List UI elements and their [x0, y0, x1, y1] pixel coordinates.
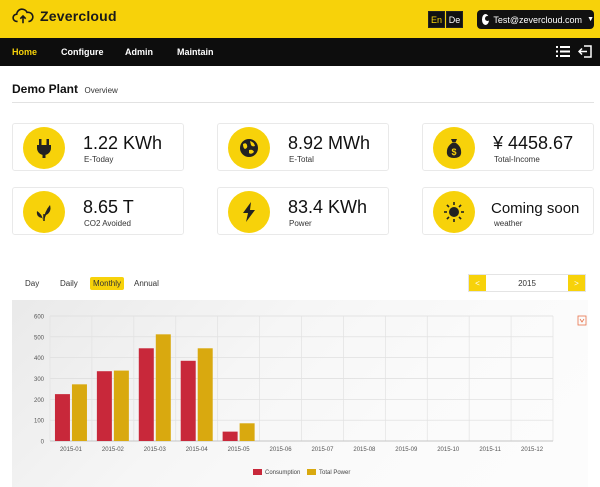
bar-consumption: [138, 348, 154, 441]
list-icon[interactable]: [556, 45, 570, 58]
card-value: 8.65 T: [83, 197, 134, 217]
x-tick-label: 2015-03: [144, 447, 167, 453]
x-tick-label: 2015-12: [521, 447, 544, 453]
tab-monthly[interactable]: Monthly: [90, 277, 125, 290]
main-nav: Home Configure Admin Maintain: [0, 38, 600, 66]
svg-text:$: $: [451, 147, 456, 157]
x-tick-label: 2015-07: [311, 447, 334, 453]
nav-admin[interactable]: Admin: [125, 47, 153, 57]
card-total-income: $ ¥ 4458.67 Total-Income: [422, 123, 594, 171]
card-icon-circle: [23, 127, 65, 169]
lightning-icon: [243, 202, 255, 222]
globe-icon: [240, 139, 258, 157]
prev-year-button[interactable]: <: [469, 275, 486, 291]
y-tick-label: 100: [34, 419, 45, 425]
legend-label: Total Power: [319, 470, 350, 476]
brand-name: Zevercloud: [40, 8, 117, 24]
page-subtitle: Overview: [84, 86, 118, 95]
bar-consumption: [54, 394, 70, 441]
money-bag-icon: $: [446, 139, 462, 158]
sun-icon: [444, 202, 464, 222]
user-email: Test@zevercloud.com: [493, 14, 583, 25]
next-year-button[interactable]: >: [568, 275, 585, 291]
bar-consumption: [96, 371, 112, 441]
card-label: CO2 Avoided: [84, 219, 131, 228]
chart-menu-icon: [577, 315, 587, 326]
cloud-upload-icon: [12, 8, 34, 24]
card-value: Coming soon: [491, 200, 580, 217]
nav-maintain[interactable]: Maintain: [177, 47, 214, 57]
bar-total-power: [113, 370, 129, 441]
x-tick-label: 2015-06: [270, 447, 293, 453]
x-tick-label: 2015-10: [437, 447, 460, 453]
card-value: ¥ 4458.67: [493, 133, 574, 153]
card-e-today: 1.22 KWh E-Today: [12, 123, 184, 171]
legend-label: Consumption: [265, 470, 300, 476]
brand[interactable]: Zevercloud: [12, 7, 117, 25]
lang-en-button[interactable]: En: [428, 11, 445, 28]
tab-day[interactable]: Day: [25, 279, 40, 288]
page-title: Demo Plant Overview: [12, 80, 118, 98]
x-tick-label: 2015-02: [102, 447, 125, 453]
y-tick-label: 200: [34, 398, 45, 404]
card-label: weather: [494, 219, 523, 228]
bar-total-power: [197, 348, 213, 441]
chart-menu-arrow: [579, 318, 585, 323]
chevron-down-icon: ▼: [587, 16, 594, 23]
logout-icon[interactable]: [578, 45, 592, 58]
y-tick-label: 500: [34, 335, 45, 341]
x-tick-label: 2015-08: [353, 447, 376, 453]
y-tick-label: 400: [34, 356, 45, 362]
legend-swatch: [253, 469, 262, 475]
nav-configure[interactable]: Configure: [61, 47, 104, 57]
card-e-total: 8.92 MWh E-Total: [217, 123, 389, 171]
user-menu-button[interactable]: Test@zevercloud.com ▼: [477, 10, 594, 29]
card-icon-circle: $: [433, 127, 475, 169]
bar-total-power: [71, 384, 87, 441]
legend-swatch: [307, 469, 316, 475]
card-icon-circle: [228, 191, 270, 233]
plug-icon: [37, 139, 51, 158]
card-value: 8.92 MWh: [288, 133, 371, 153]
x-tick-label: 2015-09: [395, 447, 418, 453]
year-selector: < 2015 >: [468, 274, 586, 292]
bar-consumption: [222, 431, 238, 441]
tab-annual[interactable]: Annual: [134, 279, 159, 288]
card-label: E-Today: [84, 155, 114, 164]
bar-total-power: [239, 423, 255, 441]
year-value[interactable]: 2015: [518, 278, 536, 288]
leaf-icon: [36, 205, 51, 221]
bar-total-power: [155, 334, 171, 441]
title-divider: [12, 102, 594, 103]
x-tick-label: 2015-04: [186, 447, 209, 453]
lang-de-button[interactable]: De: [446, 11, 463, 28]
card-label: E-Total: [289, 155, 314, 164]
card-power: 83.4 KWh Power: [217, 187, 389, 235]
user-icon: [482, 14, 491, 25]
bar-consumption: [180, 360, 196, 441]
y-tick-label: 0: [41, 440, 45, 446]
card-icon-circle: [433, 191, 475, 233]
x-tick-label: 2015-05: [228, 447, 251, 453]
card-label: Power: [289, 219, 312, 228]
card-label: Total-Income: [494, 155, 540, 164]
nav-home[interactable]: Home: [12, 47, 38, 57]
tab-daily[interactable]: Daily: [60, 279, 78, 288]
y-tick-label: 300: [34, 377, 45, 383]
x-tick-label: 2015-11: [479, 447, 501, 453]
top-bar: Zevercloud En De Test@zevercloud.com ▼: [0, 0, 600, 38]
card-co2-avoided: 8.65 T CO2 Avoided: [12, 187, 184, 235]
y-tick-label: 600: [34, 315, 45, 321]
card-value: 1.22 KWh: [83, 133, 163, 153]
card-weather: Coming soon weather: [422, 187, 594, 235]
card-icon-circle: [228, 127, 270, 169]
x-tick-label: 2015-01: [60, 447, 83, 453]
plant-name: Demo Plant: [12, 82, 79, 96]
card-value: 83.4 KWh: [288, 197, 368, 217]
card-icon-circle: [23, 191, 65, 233]
